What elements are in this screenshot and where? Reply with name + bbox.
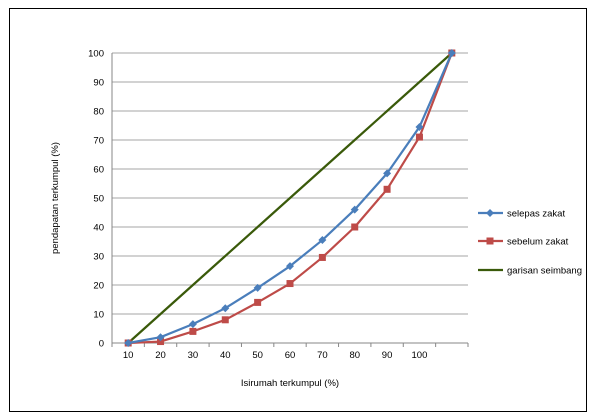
x-tick-label: 80 <box>349 350 360 361</box>
point-selepas-zakat <box>383 169 392 178</box>
y-tick-label: 70 <box>93 136 104 147</box>
point-sebelum-zakat <box>351 223 359 231</box>
legend-label: selepas zakat <box>507 209 565 220</box>
y-tick-label: 20 <box>93 281 104 292</box>
axes-layer: 0 10 20 30 40 50 60 70 80 90 100 10 20 30 40 50 60 70 80 90… <box>88 49 469 361</box>
point-selepas-zakat <box>447 49 456 57</box>
y-tick-label: 50 <box>93 194 104 205</box>
x-tick-label: 20 <box>155 350 166 361</box>
point-sebelum-zakat <box>221 316 229 324</box>
y-tick-label: 30 <box>93 252 104 263</box>
y-tick-label: 90 <box>93 78 104 89</box>
point-selepas-zakat <box>415 122 424 131</box>
x-axis-label: Isirumah terkumpul (%) <box>241 378 339 389</box>
x-tick-label: 50 <box>252 350 263 361</box>
point-sebelum-zakat <box>415 133 423 141</box>
x-tick-label: 30 <box>188 350 199 361</box>
point-sebelum-zakat <box>318 253 326 261</box>
x-tick-label: 90 <box>382 350 393 361</box>
legend-label: sebelum zakat <box>507 237 569 248</box>
y-tick-label: 40 <box>93 223 104 234</box>
y-tick-label: 10 <box>93 310 104 321</box>
x-tick-label: 70 <box>317 350 328 361</box>
point-sebelum-zakat <box>189 327 197 335</box>
point-selepas-zakat <box>221 304 230 313</box>
x-tick-label: 100 <box>412 350 428 361</box>
point-selepas-zakat <box>156 333 165 342</box>
point-sebelum-zakat <box>254 298 262 306</box>
legend-label: garisan seimbang <box>507 266 582 277</box>
point-selepas-zakat <box>188 320 197 329</box>
y-tick-label: 80 <box>93 107 104 118</box>
x-tick-label: 40 <box>220 350 231 361</box>
legend: selepas zakat sebelum zakat garisan seimba… <box>478 209 582 277</box>
x-tick-label: 60 <box>285 350 296 361</box>
y-tick-label: 100 <box>88 49 104 60</box>
series-line-2 <box>127 52 453 344</box>
y-tick-label: 60 <box>93 165 104 176</box>
legend-marker <box>486 209 494 217</box>
point-selepas-zakat <box>286 262 294 271</box>
point-selepas-zakat <box>318 236 327 245</box>
y-tick-label: 0 <box>99 339 104 350</box>
point-sebelum-zakat <box>157 338 165 346</box>
point-selepas-zakat <box>253 283 262 292</box>
point-sebelum-zakat <box>383 185 391 193</box>
x-tick-label: 10 <box>123 350 134 361</box>
legend-marker <box>486 237 494 245</box>
series-layer <box>124 49 456 347</box>
point-selepas-zakat <box>350 205 359 214</box>
point-selepas-zakat <box>124 339 133 347</box>
point-sebelum-zakat <box>286 280 294 288</box>
y-axis-label: pendapatan terkumpul (%) <box>50 142 61 254</box>
